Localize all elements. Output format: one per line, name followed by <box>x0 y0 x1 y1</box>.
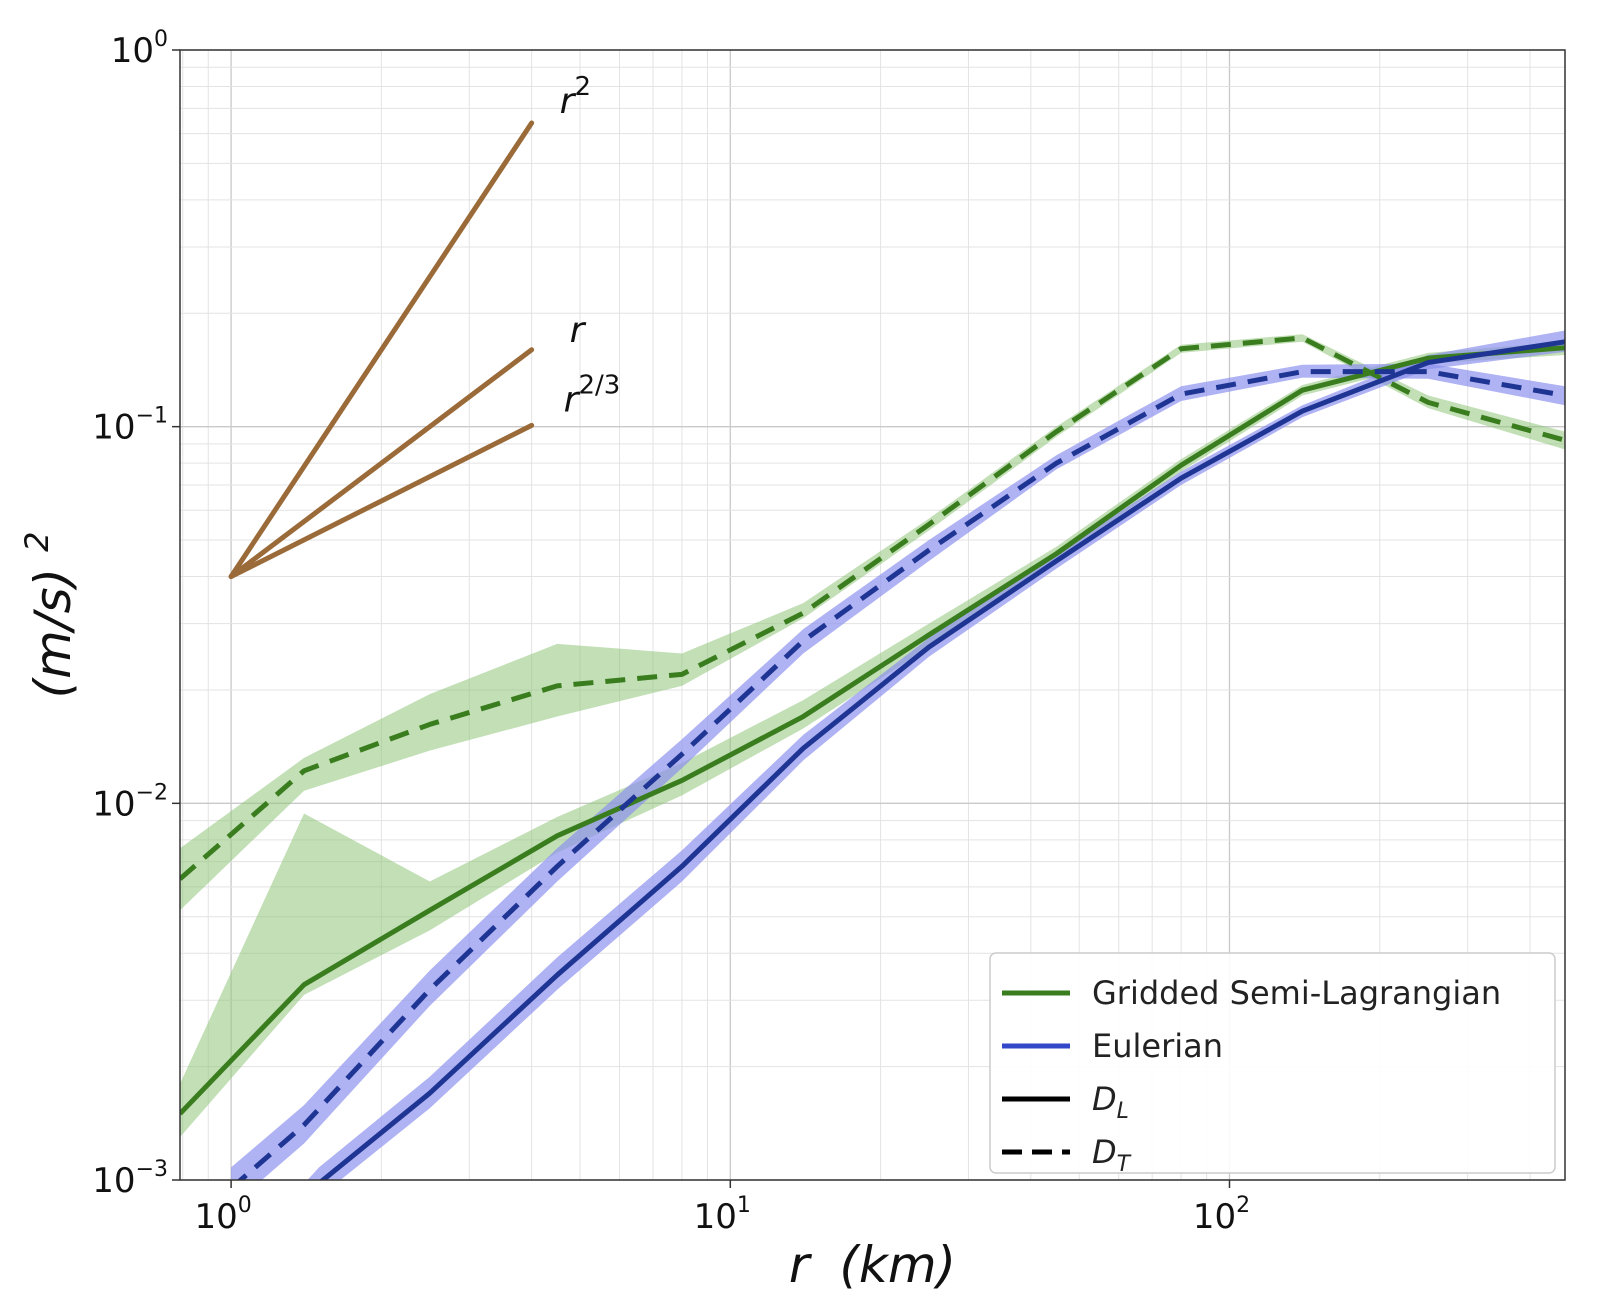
slope-label-base: r <box>564 379 581 420</box>
x-axis-title-unit: (km) <box>839 1236 956 1294</box>
semi-lagrangian-dl-line <box>180 345 1565 1116</box>
uncertainty-bands <box>180 330 1565 1180</box>
y-tick-exp: −2 <box>136 780 168 805</box>
y-tick-exp: 0 <box>154 27 168 52</box>
legend-label-main: D <box>1092 1080 1117 1118</box>
x-tick-exp: 0 <box>238 1193 252 1218</box>
y-tick-label: 10−1 <box>92 404 168 448</box>
legend-box <box>989 952 1556 1174</box>
slope-label-r23: r2/3 <box>564 370 621 420</box>
y-tick-exp: −1 <box>136 404 168 429</box>
slope-line-r <box>228 347 535 580</box>
eulerian-dl-line <box>319 339 1565 1180</box>
x-tick-base: 10 <box>1193 1197 1236 1237</box>
legend-label: DT <box>1092 1133 1132 1177</box>
slope-line-r2 <box>228 120 535 580</box>
y-tick-exp: −3 <box>136 1157 168 1182</box>
legend-label-sub: T <box>1117 1152 1132 1177</box>
y-tick-base: 10 <box>92 408 135 448</box>
legend-label: Eulerian <box>1092 1027 1223 1065</box>
slope-label-exp: 2/3 <box>578 370 620 400</box>
x-tick-base: 10 <box>194 1197 237 1237</box>
legend-label-main: D <box>1092 1133 1117 1171</box>
y-tick-label: 10−3 <box>92 1157 168 1201</box>
y-tick-base: 10 <box>111 31 154 71</box>
x-axis-title: r (km) <box>789 1236 956 1294</box>
y-axis-title-main: (m/s) <box>24 568 82 699</box>
x-axis-title-var: r <box>789 1236 813 1294</box>
y-tick-label: 100 <box>111 27 168 71</box>
y-tick-base: 10 <box>92 784 135 824</box>
y-tick-base: 10 <box>92 1161 135 1201</box>
y-axis-title: (m/s) 2 <box>18 532 82 699</box>
y-axis-title-exp: 2 <box>18 532 56 552</box>
slope-label-exp: 2 <box>574 72 591 102</box>
legend-label: Gridded Semi-Lagrangian <box>1092 974 1501 1012</box>
legend-item: Gridded Semi-Lagrangian <box>1002 974 1501 1012</box>
slope-label-r2: r2 <box>560 72 591 122</box>
legend-item: DT <box>1002 1133 1132 1177</box>
semi-lagrangian-dt-band <box>180 334 1565 911</box>
slope-line-r23 <box>228 422 535 580</box>
slope-label-base: r <box>560 81 577 122</box>
x-tick-label: 101 <box>694 1193 751 1237</box>
x-tick-exp: 1 <box>737 1193 751 1218</box>
plot-frame <box>179 49 1566 1181</box>
eulerian-dl-band <box>307 330 1565 1180</box>
series-lines <box>180 335 1565 1180</box>
y-tick-label: 10−2 <box>92 780 168 824</box>
x-tick-label: 100 <box>194 1193 251 1237</box>
x-tick-base: 10 <box>694 1197 737 1237</box>
x-tick-exp: 2 <box>1236 1193 1250 1218</box>
legend-label-sub: L <box>1117 1099 1129 1124</box>
eulerian-dt-line <box>236 369 1565 1180</box>
slope-label-base: r <box>570 310 587 351</box>
x-tick-label: 102 <box>1193 1193 1250 1237</box>
slope-label-r: r <box>570 310 587 351</box>
legend-item: DL <box>1002 1080 1129 1124</box>
semi-lagrangian-dt-line <box>180 335 1565 881</box>
legend-label: DL <box>1092 1080 1129 1124</box>
legend-item: Eulerian <box>1002 1027 1223 1065</box>
